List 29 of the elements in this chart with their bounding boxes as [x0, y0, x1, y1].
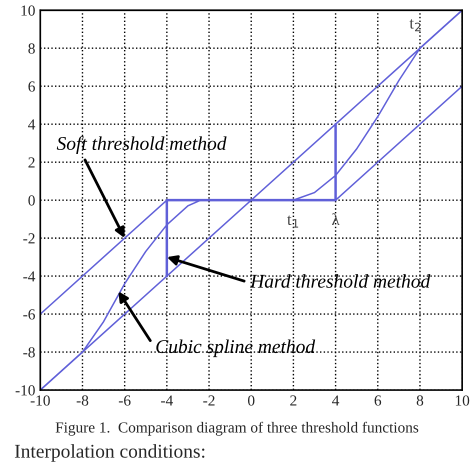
annotation: Soft threshold method	[56, 136, 227, 154]
x-tick-label: 2	[290, 395, 296, 406]
x-tick-label: 4	[332, 395, 340, 406]
annotation: Cubic spline method	[156, 339, 316, 358]
x-tick-label: -6	[118, 395, 131, 406]
y-tick-label: -2	[23, 233, 35, 244]
x-tick-label: 6	[374, 395, 382, 406]
y-tick-label: 2	[28, 157, 35, 168]
y-tick-label: -8	[23, 347, 35, 358]
y-tick-label: 8	[28, 43, 35, 54]
y-tick-label: -4	[23, 271, 36, 282]
annotation: λ	[332, 213, 340, 225]
annotation: t$_{2}$	[410, 19, 420, 32]
y-tick-label: 10	[21, 5, 35, 16]
annotation: t$_{1}$	[287, 215, 298, 228]
x-tick-label: 10	[456, 395, 470, 406]
y-tick-label: -10	[16, 385, 35, 396]
x-tick-label: -4	[161, 395, 173, 406]
x-tick-label: 8	[416, 395, 424, 406]
y-tick-label: 6	[28, 81, 35, 92]
x-tick-label: 0	[248, 395, 254, 406]
y-tick-label: -6	[23, 309, 35, 320]
y-tick-label: 4	[28, 119, 36, 130]
x-tick-label: -8	[76, 395, 88, 406]
x-tick-label: -2	[203, 395, 215, 406]
text: Interpolation conditions:	[14, 444, 204, 462]
annotation: Hard threshold method	[250, 274, 430, 288]
y-tick-label: 0	[28, 195, 35, 206]
caption: Figure 1. Comparison diagram of three threshold functions	[56, 422, 418, 436]
